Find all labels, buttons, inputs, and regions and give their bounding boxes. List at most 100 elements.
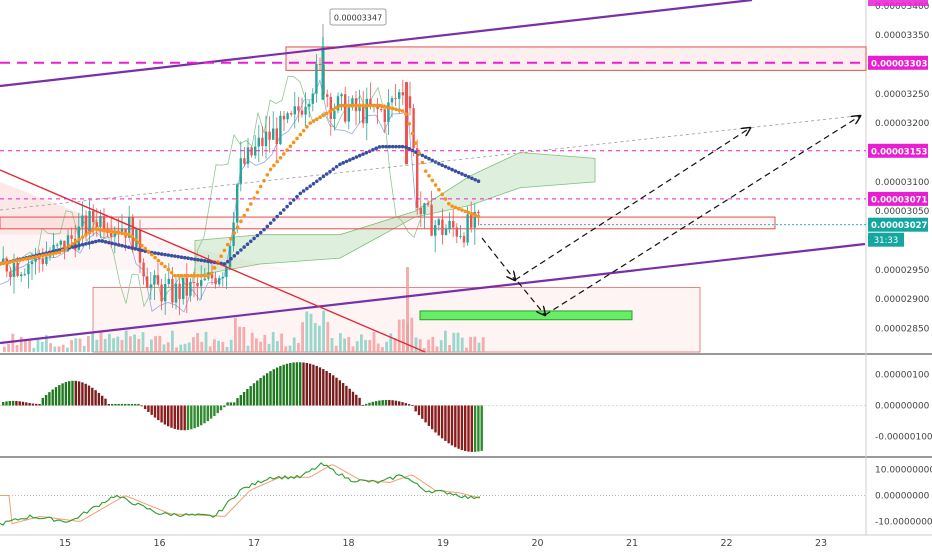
candle-body <box>142 262 145 277</box>
ema-slow-dot <box>163 252 167 257</box>
macd-bar <box>21 401 25 406</box>
volume-bar <box>108 333 111 352</box>
ema-fast-dot <box>437 187 441 192</box>
ema-fast-dot <box>367 103 372 108</box>
ema-fast-dot <box>321 113 326 118</box>
ema-slow-dot <box>90 240 95 245</box>
candle-body <box>340 94 343 97</box>
candle-body <box>45 256 48 264</box>
candle-body <box>56 244 59 246</box>
macd-bar <box>312 364 315 406</box>
volume-bar <box>372 332 376 352</box>
macd-bar <box>170 405 173 428</box>
ema-slow-dot <box>183 255 187 260</box>
candle-body <box>203 278 206 281</box>
candle-body <box>5 258 8 272</box>
ema-slow-dot <box>305 186 309 191</box>
volume-bar <box>435 346 439 352</box>
macd-bar <box>28 403 31 406</box>
macd-bar <box>104 398 107 406</box>
volume-bar <box>242 326 246 352</box>
candle-body <box>185 277 188 296</box>
macd-bar <box>398 401 401 406</box>
macd-bar <box>480 405 483 451</box>
candle-body <box>272 128 275 140</box>
volume-bar <box>263 334 267 352</box>
macd-bar <box>272 369 275 406</box>
ema-slow-dot <box>173 254 177 258</box>
macd-bar <box>434 405 437 433</box>
candle-body <box>455 227 458 237</box>
ema-fast-dot <box>150 252 154 257</box>
candle-body <box>239 158 242 185</box>
ema-fast-dot <box>394 107 398 112</box>
macd-bar <box>153 405 157 418</box>
ema-slow-dot <box>103 240 108 244</box>
macd-bar <box>256 380 259 406</box>
macd-bar <box>229 402 233 406</box>
ema-fast-dot <box>282 152 286 156</box>
volume-bar <box>351 346 355 352</box>
price-badge <box>868 55 928 70</box>
candle-body <box>362 103 365 124</box>
macd-bar <box>477 405 480 452</box>
candle-body <box>290 113 293 115</box>
macd-bar <box>84 383 87 406</box>
ema-fast-dot <box>371 103 375 108</box>
candle-body <box>66 235 70 252</box>
macd-bar <box>64 382 68 406</box>
ema-fast-dot <box>460 208 464 212</box>
macd-bar <box>447 405 450 444</box>
candle-body <box>254 146 257 156</box>
ema-slow-dot <box>199 258 204 263</box>
volume-bar <box>166 342 170 352</box>
osc-y-tick-label: 0.00000000 <box>875 492 930 502</box>
volume-bar <box>192 337 195 352</box>
macd-bar <box>404 403 407 406</box>
macd-bar <box>411 405 414 407</box>
ema-slow-dot <box>192 257 197 262</box>
ema-fast-dot <box>74 239 78 244</box>
macd-bar <box>236 398 239 406</box>
candle-body <box>383 109 386 123</box>
y-tick-label: 0.00002850 <box>875 325 930 335</box>
macd-y-tick-label: 0.00000100 <box>875 371 930 381</box>
ema-fast-dot <box>126 232 131 237</box>
ema-fast-dot <box>404 112 408 116</box>
macd-bar <box>440 405 444 439</box>
candle-body <box>344 94 347 122</box>
candle-body <box>200 280 203 287</box>
ema-fast-dot <box>107 229 111 233</box>
candle-body <box>146 276 149 288</box>
ema-slow-dot <box>169 253 174 258</box>
x-tick-label: 16 <box>153 538 165 549</box>
ema-fast-dot <box>169 270 174 275</box>
ema-slow-dot <box>229 256 233 261</box>
candle-body <box>315 63 318 94</box>
candle-body <box>257 137 260 147</box>
ema-fast-dot <box>305 125 309 129</box>
volume-bar <box>24 340 27 352</box>
ema-slow-dot <box>252 236 256 241</box>
ema-slow-dot <box>470 176 474 181</box>
ema-slow-dot <box>189 256 194 261</box>
volume-bar <box>70 340 73 352</box>
volume-bar <box>406 267 409 352</box>
macd-bar <box>289 363 292 406</box>
candle-body <box>365 98 368 124</box>
macd-bar <box>35 403 38 406</box>
ema-fast-dot <box>364 103 369 108</box>
macd-bar <box>124 403 127 406</box>
candle-body <box>426 203 430 205</box>
macd-bar <box>203 405 206 424</box>
candle-body <box>110 232 113 237</box>
candle-body <box>459 235 462 237</box>
volume-bar <box>225 346 229 352</box>
candle-body <box>128 217 131 238</box>
ema-fast-dot <box>430 178 435 183</box>
ema-slow-dot <box>136 247 141 252</box>
candle-body <box>221 276 224 279</box>
volume-bar <box>99 332 103 352</box>
ema-slow-dot <box>443 164 448 169</box>
